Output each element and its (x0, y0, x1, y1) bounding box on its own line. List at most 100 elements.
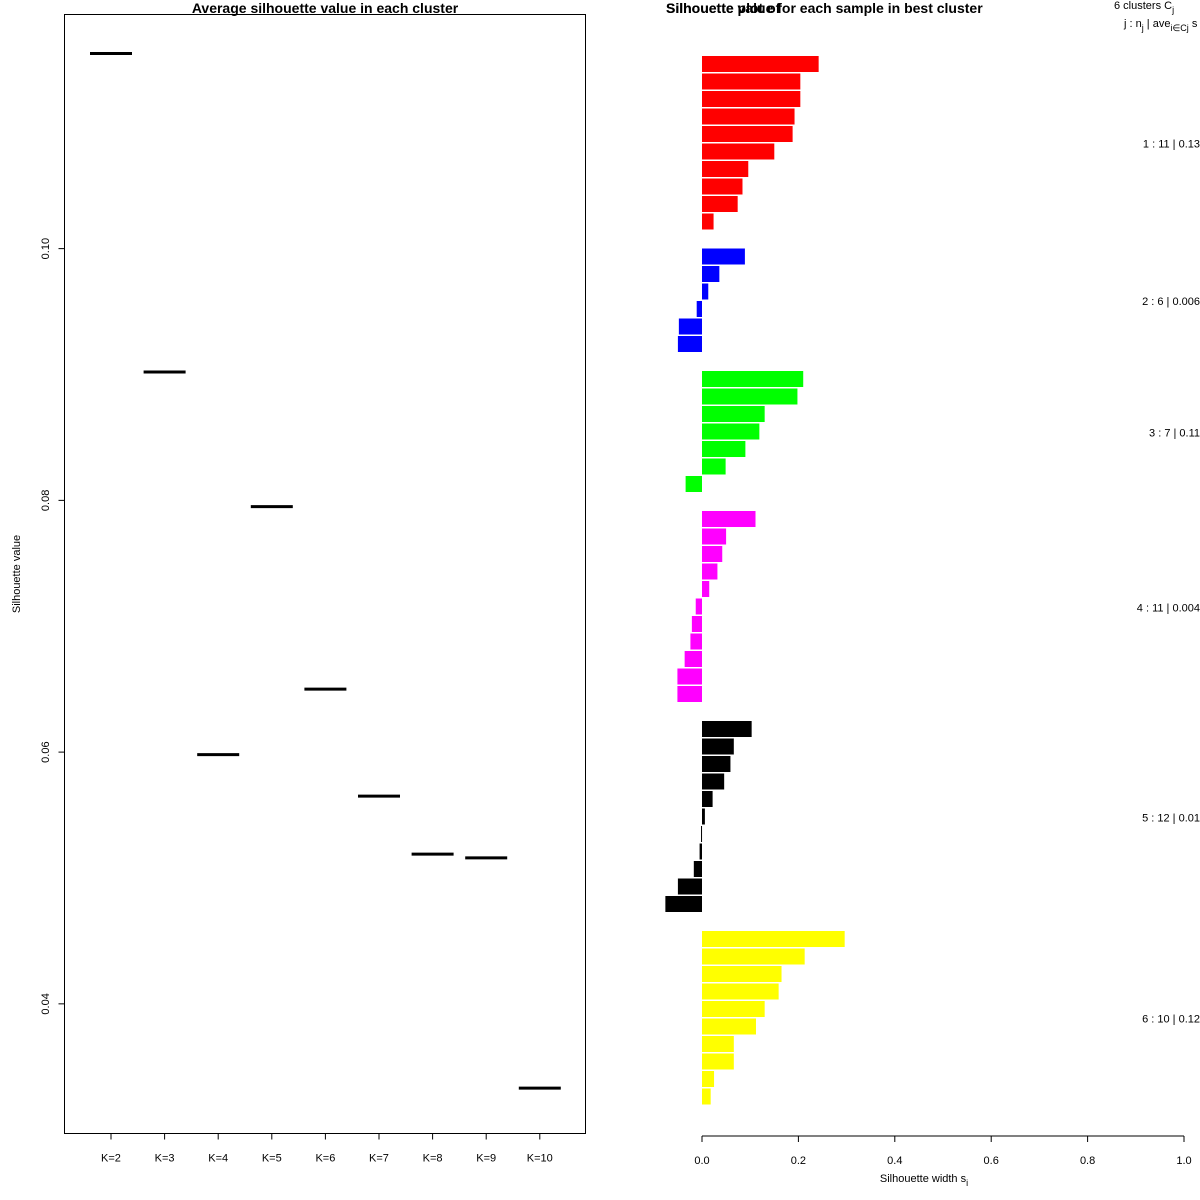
cluster-header-line1: 6 clusters C (1114, 0, 1172, 12)
left-y-axis: 0.04 0.06 0.08 0.10 (40, 238, 65, 1015)
silhouette-bar (702, 756, 731, 772)
svg-text:j : nj | avei∈Cj s: j : nj | avei∈Cj s (1123, 18, 1198, 33)
left-x-tick-label: K=6 (315, 1153, 335, 1165)
silhouette-bar (690, 633, 702, 650)
right-x-tick-label: 0.4 (887, 1155, 902, 1167)
silhouette-bar (702, 283, 709, 300)
silhouette-bar (685, 476, 702, 492)
silhouette-bar (702, 721, 752, 737)
silhouette-bar (677, 336, 702, 352)
silhouette-bar (702, 1053, 734, 1070)
silhouette-bar (702, 966, 782, 982)
cluster-header-line2-end: s (1189, 18, 1198, 30)
silhouette-bar (702, 1088, 711, 1105)
cluster-header-line2-mid: | ave (1144, 18, 1171, 30)
silhouette-bar (677, 878, 702, 895)
left-x-tick-label: K=2 (101, 1153, 121, 1165)
silhouette-bar (699, 843, 702, 860)
silhouette-bar (701, 826, 703, 842)
left-panel: Average silhouette value in each cluster… (11, 0, 586, 1165)
cluster-header-line2-sub2: i∈Cj (1170, 23, 1188, 33)
silhouette-bar (702, 108, 795, 125)
right-x-tick-label: 0.6 (984, 1155, 999, 1167)
silhouette-bar (696, 301, 702, 317)
cluster-label: 2 : 6 | 0.006 (1142, 296, 1200, 308)
cluster-label: 3 : 7 | 0.11 (1149, 427, 1200, 439)
right-x-axis: 0.0 0.2 0.4 0.6 0.8 1.0 (694, 1135, 1192, 1167)
silhouette-bar (702, 563, 718, 580)
svg-text:Silhouette width si: Silhouette width si (880, 1173, 968, 1188)
right-chart-title: Silhouette value for each sample in best… (666, 0, 983, 16)
silhouette-bar (702, 266, 720, 282)
silhouette-bar (702, 1018, 756, 1035)
left-x-tick-label: K=5 (262, 1153, 282, 1165)
silhouette-bar (695, 598, 702, 615)
left-x-tick-label: K=8 (423, 1153, 443, 1165)
left-y-axis-label: Silhouette value (11, 535, 23, 613)
cluster-label: 5 : 12 | 0.01 (1142, 812, 1200, 824)
silhouette-bar (702, 528, 727, 545)
silhouette-bar (702, 56, 819, 72)
left-y-tick-label: 0.08 (40, 490, 52, 511)
silhouette-bar (702, 213, 714, 230)
left-marks (90, 52, 561, 1090)
silhouette-bar (702, 1001, 765, 1017)
right-x-tick-label: 0.2 (791, 1155, 806, 1167)
cluster-labels: 1 : 11 | 0.13 2 : 6 | 0.006 3 : 7 | 0.11 4 … (1137, 139, 1200, 1026)
silhouette-bar (702, 406, 765, 422)
silhouette-bar (702, 458, 726, 475)
left-y-tick-label: 0.10 (40, 238, 52, 259)
silhouette-bar (702, 441, 746, 457)
right-x-axis-label-sub: i (966, 1178, 968, 1188)
left-y-tick-label: 0.04 (40, 993, 52, 1014)
silhouette-bar (678, 318, 702, 335)
silhouette-bar (702, 178, 743, 195)
silhouette-bar (702, 983, 779, 1000)
left-x-tick-label: K=3 (155, 1153, 175, 1165)
silhouette-bar (702, 91, 801, 107)
left-x-tick-label: K=4 (208, 1153, 228, 1165)
silhouette-bar (702, 948, 805, 965)
silhouette-bar (702, 1071, 715, 1087)
silhouette-bar (702, 248, 745, 265)
silhouette-bar (691, 616, 702, 632)
right-panel: Silhouette plot of Silhouette value for … (665, 0, 1200, 1188)
silhouette-bar (702, 808, 705, 825)
silhouette-bar (677, 668, 702, 685)
silhouette-bar (665, 896, 702, 912)
silhouette-bar (693, 861, 702, 877)
silhouette-bar (702, 196, 738, 212)
silhouette-bar (702, 143, 775, 160)
left-y-tick-label: 0.06 (40, 741, 52, 762)
left-chart-title: Average silhouette value in each cluster (192, 0, 459, 16)
cluster-label: 4 : 11 | 0.004 (1137, 602, 1200, 614)
left-x-axis: K=2 K=3 K=4 K=5 K=6 K=7 K=8 K=9 K=10 (101, 1133, 553, 1165)
silhouette-bar (702, 511, 756, 527)
silhouette-bar (702, 546, 723, 562)
cluster-label: 6 : 10 | 0.12 (1142, 1014, 1200, 1026)
silhouette-bar (702, 581, 710, 597)
right-bars (665, 56, 845, 1105)
left-x-tick-label: K=10 (527, 1153, 553, 1165)
silhouette-bar (702, 791, 713, 807)
silhouette-bar (702, 371, 804, 387)
cluster-header-line2-sub: j (1141, 23, 1144, 33)
silhouette-bar (702, 738, 734, 755)
silhouette-bar (684, 651, 702, 667)
silhouette-bar (702, 931, 845, 947)
cluster-label: 1 : 11 | 0.13 (1143, 139, 1200, 151)
silhouette-bar (702, 161, 749, 177)
silhouette-bar (702, 1036, 734, 1052)
right-x-axis-label: Silhouette width s (880, 1173, 967, 1185)
left-x-tick-label: K=7 (369, 1153, 389, 1165)
silhouette-bar (702, 126, 793, 142)
silhouette-bar (702, 73, 801, 90)
right-chart-overlap-title: Silhouette plot of (666, 0, 781, 16)
right-x-tick-label: 0.0 (694, 1155, 709, 1167)
svg-text:6 clusters Cj: 6 clusters Cj (1114, 0, 1174, 15)
silhouette-bar (702, 423, 760, 440)
cluster-header-line2: j : n (1123, 18, 1142, 30)
left-plot-frame (64, 14, 586, 1134)
cluster-header: 6 clusters Cj j : nj | avei∈Cj s (1114, 0, 1198, 33)
silhouette-bar (677, 686, 702, 702)
